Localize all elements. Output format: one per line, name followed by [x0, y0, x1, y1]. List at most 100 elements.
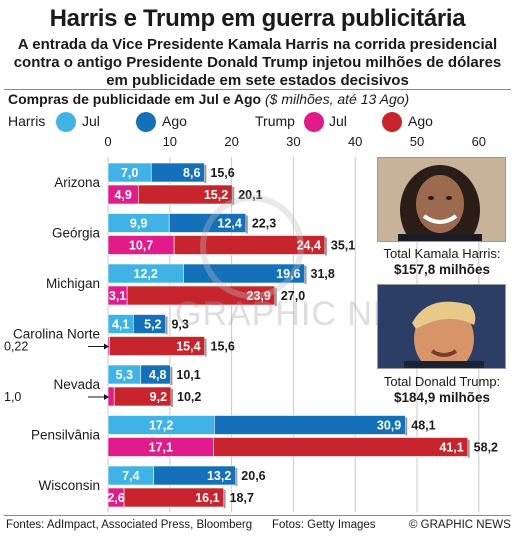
legend-harris-ago-label: Ago	[162, 113, 187, 129]
state-label: Geórgia	[52, 226, 101, 241]
harris-bar-shadow	[204, 165, 207, 183]
trump-bar-shadow	[171, 389, 174, 407]
legend-trump-label: Trump	[255, 113, 295, 129]
trump-total-value: 10,2	[177, 390, 201, 404]
arrow-icon	[104, 343, 109, 350]
trump-ago-bar	[109, 336, 205, 356]
harris-bar-shadow	[170, 367, 173, 385]
trump-bar-shadow	[274, 288, 277, 306]
harris-photo	[377, 157, 506, 242]
trump-ago-bar	[213, 437, 468, 457]
harris-ago-value: 8,6	[183, 166, 200, 180]
chart-heading-note: ($ milhões, até 13 Ago)	[264, 91, 410, 107]
x-tick-label: 40	[348, 134, 362, 149]
arrow-icon	[104, 394, 109, 400]
watermark-logo	[200, 195, 304, 299]
state-label: Nevada	[53, 377, 100, 392]
harris-ago-value: 5,2	[144, 318, 161, 332]
trump-jul-value: 2,6	[107, 491, 124, 505]
trump-total-value: 15,6	[211, 340, 235, 354]
trump-jul-value: 17,1	[149, 441, 173, 455]
x-tick-label: 0	[104, 134, 111, 149]
x-tick-label: 50	[410, 134, 424, 149]
harris-bar-shadow	[235, 468, 238, 486]
trump-bar-shadow	[204, 338, 207, 357]
legend-trump-jul-swatch	[304, 112, 324, 132]
harris-portrait-icon	[378, 158, 505, 241]
state-label: Carolina Norte	[13, 327, 100, 342]
footer-divider	[4, 515, 511, 516]
harris-ago-value: 30,9	[377, 419, 401, 433]
footer-photo-credit: Fotos: Getty Images	[272, 519, 376, 531]
trump-bar-shadow	[324, 237, 327, 256]
footer-copyright: © GRAPHIC NEWS	[409, 519, 511, 531]
x-tick-label: 30	[286, 134, 300, 149]
divider	[4, 89, 511, 90]
trump-total-value: 18,7	[230, 491, 254, 505]
page-subtitle: A entrada da Vice Presidente Kamala Harr…	[13, 36, 502, 89]
legend-harris-jul-swatch	[56, 112, 76, 132]
harris-ago-bar	[150, 162, 205, 183]
chart-legend: Harris Jul Ago Trump Jul Ago	[8, 112, 488, 134]
trump-bar-shadow	[223, 490, 226, 508]
trump-total-value: 27,0	[281, 289, 305, 303]
trump-jul-value: 0,22	[4, 340, 28, 354]
legend-trump-ago-label: Ago	[408, 113, 433, 129]
harris-bar-shadow	[304, 266, 307, 284]
harris-jul-value: 7,0	[121, 166, 138, 180]
state-label: Arizona	[54, 175, 100, 190]
state-label: Pensilvânia	[31, 428, 101, 443]
harris-total-value: 9,3	[171, 318, 188, 332]
harris-total-value: 10,1	[176, 368, 200, 382]
trump-jul-value: 4,9	[114, 188, 131, 202]
trump-bar-shadow	[467, 439, 470, 458]
trump-jul-bar	[107, 386, 115, 407]
harris-ago-value: 4,8	[149, 368, 166, 382]
trump-caption-label: Total Donald Trump:	[383, 374, 501, 389]
trump-jul-value: 1,0	[4, 390, 21, 404]
state-label: Wisconsin	[38, 478, 100, 493]
x-tick-label: 10	[163, 134, 177, 149]
harris-jul-value: 4,1	[112, 318, 129, 332]
x-tick-label: 20	[224, 134, 238, 149]
x-tick-label: 60	[472, 134, 486, 149]
legend-harris-jul-label: Jul	[82, 113, 100, 129]
harris-caption-label: Total Kamala Harris:	[383, 246, 501, 261]
page-title: Harris e Trump em guerra publicitária	[49, 5, 466, 32]
harris-ago-value: 13,2	[207, 469, 231, 483]
trump-jul-value: 3,1	[109, 289, 126, 303]
legend-harris-label: Harris	[8, 113, 46, 129]
trump-ago-value: 16,1	[195, 491, 219, 505]
chart-heading-label: Compras de publicidade em Jul e Ago	[8, 91, 262, 107]
trump-ago-value: 9,2	[150, 390, 167, 404]
trump-portrait-icon	[378, 285, 505, 368]
harris-bar-shadow	[405, 417, 408, 436]
legend-trump-jul-label: Jul	[329, 113, 347, 129]
trump-ago-value: 15,4	[176, 340, 200, 354]
legend-trump-ago-swatch	[382, 112, 402, 132]
harris-jul-value: 9,9	[130, 217, 147, 231]
harris-total-value: $157,8 milhões	[393, 262, 491, 277]
harris-bar-shadow	[165, 316, 168, 335]
harris-total-value: 20,6	[241, 469, 265, 483]
harris-total-value: 15,6	[210, 166, 234, 180]
harris-jul-value: 5,3	[116, 368, 133, 382]
trump-ago-value: 41,1	[439, 441, 463, 455]
trump-bar-shadow	[232, 187, 235, 205]
harris-jul-value: 17,2	[149, 419, 173, 433]
legend-harris-ago-swatch	[136, 112, 156, 132]
harris-total-value: 48,1	[411, 419, 435, 433]
trump-photo	[377, 284, 506, 369]
trump-total-value: 58,2	[474, 441, 498, 455]
trump-total-value: 35,1	[331, 239, 355, 253]
trump-total-value: $184,9 milhões	[393, 390, 491, 405]
harris-total-value: 31,8	[311, 267, 335, 281]
harris-ago-bar	[153, 465, 236, 486]
harris-total-caption: Total Kamala Harris: $157,8 milhões	[372, 246, 512, 278]
harris-jul-value: 12,2	[134, 267, 158, 281]
trump-jul-value: 10,7	[129, 239, 153, 253]
footer-sources: Fontes: AdImpact, Associated Press, Bloo…	[6, 519, 253, 531]
trump-ago-value: 15,2	[204, 188, 228, 202]
trump-total-caption: Total Donald Trump: $184,9 milhões	[372, 374, 512, 406]
